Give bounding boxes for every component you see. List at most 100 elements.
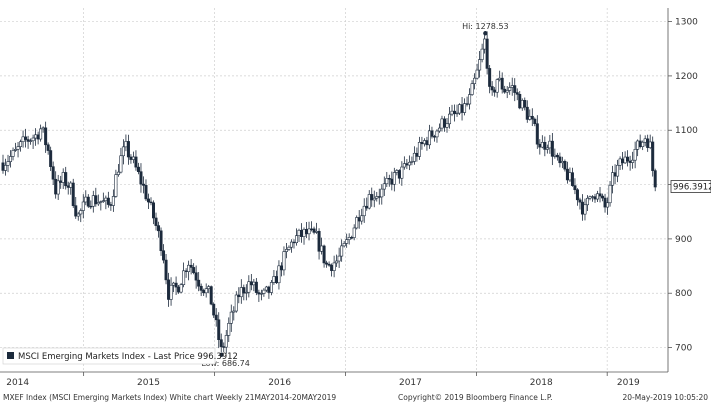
candle-up: [508, 87, 512, 91]
y-tick-label: 1100: [675, 126, 698, 136]
candle-down: [613, 172, 617, 177]
candle-down: [159, 230, 163, 252]
candle-up: [641, 141, 645, 147]
candle-up: [400, 166, 404, 179]
candle-down: [146, 198, 150, 203]
candle-down: [490, 86, 494, 91]
candle-down: [217, 319, 221, 340]
candle-up: [229, 311, 233, 324]
candle-down: [598, 193, 602, 197]
candle-down: [134, 156, 138, 168]
candle-up: [61, 172, 65, 183]
candle-down: [162, 250, 166, 261]
candle-up: [124, 141, 128, 148]
candle-down: [493, 89, 497, 93]
candle-down: [212, 303, 216, 316]
candle-down: [442, 118, 446, 128]
candle-down: [533, 118, 537, 125]
candle-up: [648, 141, 652, 148]
candle-up: [590, 196, 594, 198]
candle-down: [420, 142, 424, 145]
candle-up: [342, 243, 346, 247]
candle-down: [64, 172, 68, 187]
candle-down: [593, 196, 597, 200]
candle-up: [56, 180, 60, 195]
candle-up: [468, 94, 472, 105]
candle-down: [177, 286, 181, 293]
candle-up: [119, 155, 123, 173]
candle-up: [347, 237, 351, 240]
candle-down: [322, 245, 326, 264]
candle-up: [14, 149, 18, 151]
candle-down: [222, 346, 226, 348]
footer-description: MXEF Index (MSCI Emerging Markets Index)…: [3, 393, 336, 402]
candle-up: [282, 251, 286, 271]
candle-up: [315, 230, 319, 233]
legend-swatch: [7, 352, 14, 359]
candle-up: [111, 196, 115, 206]
candle-down: [432, 136, 436, 138]
candle-up: [380, 188, 384, 198]
candle-down: [144, 185, 148, 200]
candle-down: [279, 265, 283, 271]
candle-up: [422, 140, 426, 145]
candle-up: [540, 141, 544, 148]
candle-up: [585, 197, 589, 206]
annotations: Hi: 1278.53 Low: 686.74: [201, 22, 508, 368]
y-tick-label: 1300: [675, 18, 698, 28]
footer-copyright: Copyright© 2019 Bloomberg Finance L.P.: [398, 393, 553, 402]
candle-up: [247, 281, 251, 293]
candle-up: [284, 249, 288, 252]
candle-up: [520, 100, 524, 109]
candle-down: [430, 130, 434, 137]
candle-up: [623, 156, 627, 164]
candle-up: [448, 113, 452, 125]
candle-down: [573, 185, 577, 191]
candle-down: [565, 168, 569, 181]
y-tick-label: 700: [675, 344, 692, 354]
candle-up: [277, 265, 281, 284]
candle-down: [1, 162, 5, 171]
candle-down: [387, 178, 391, 180]
candle-up: [458, 104, 462, 114]
candle-up: [588, 196, 592, 199]
candle-down: [49, 150, 53, 167]
candle-down: [126, 141, 130, 158]
candle-down: [628, 160, 632, 163]
candle-down: [194, 272, 198, 281]
candle-up: [495, 79, 499, 93]
candle-up: [548, 140, 552, 149]
candle-up: [114, 174, 118, 197]
candle-up: [302, 229, 306, 237]
candle-down: [237, 294, 241, 298]
candle-up: [224, 335, 228, 348]
candle-up: [480, 48, 484, 60]
x-tick-label: 2017: [399, 378, 422, 388]
candle-up: [498, 77, 502, 80]
footer-timestamp: 20-May-2019 10:05:20: [623, 393, 709, 402]
candle-up: [264, 286, 268, 291]
candle-down: [500, 77, 504, 90]
candle-up: [297, 229, 301, 236]
candle-up: [39, 128, 43, 140]
candle-up: [207, 286, 211, 290]
candle-down: [575, 189, 579, 201]
candle-down: [325, 262, 329, 265]
last-price-box: [670, 180, 711, 193]
candle-up: [76, 213, 80, 217]
candle-down: [71, 182, 75, 206]
low-annotation: Low: 686.74: [201, 359, 250, 368]
candle-up: [631, 159, 635, 163]
candle-down: [327, 263, 331, 266]
candle-up: [307, 228, 311, 235]
candle-down: [317, 230, 321, 252]
candle-down: [192, 267, 196, 274]
candle-down: [312, 228, 316, 233]
candle-up: [470, 83, 474, 95]
candle-down: [257, 292, 261, 295]
candle-down: [141, 183, 145, 186]
candle-up: [259, 293, 263, 295]
candle-up: [69, 182, 73, 188]
candle-up: [96, 202, 100, 205]
